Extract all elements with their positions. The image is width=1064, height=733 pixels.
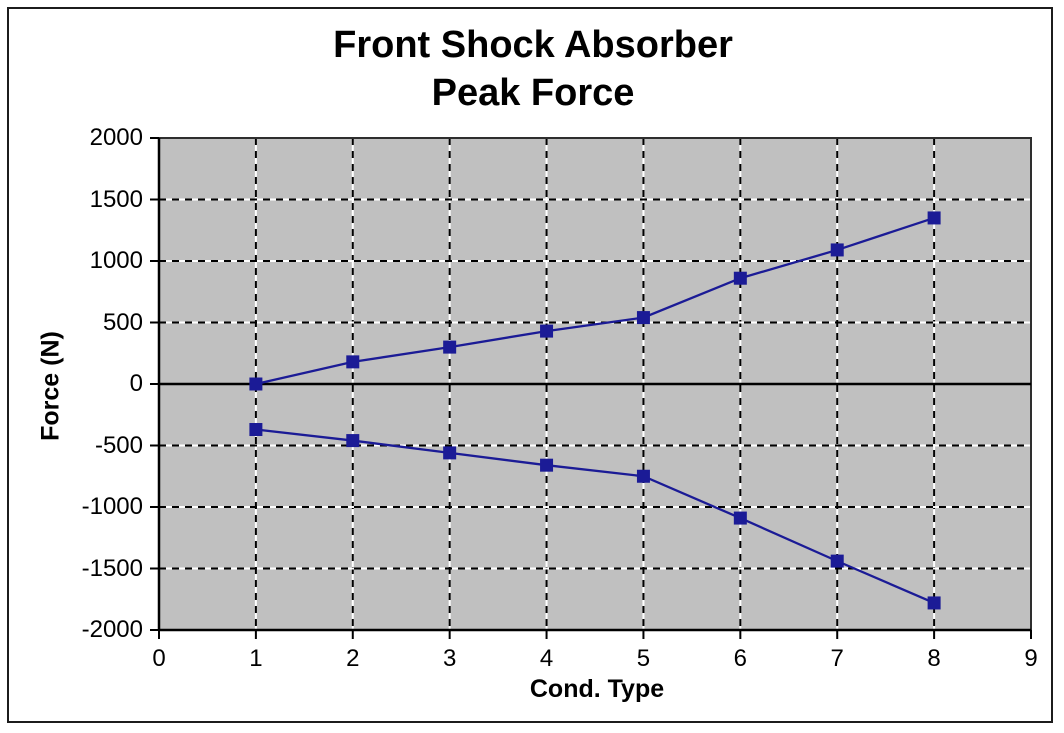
- x-tick-label: 8: [927, 645, 941, 672]
- x-tick-label: 4: [539, 645, 554, 672]
- x-tick-label: 0: [152, 645, 166, 672]
- series-1-upper-marker: [830, 243, 844, 257]
- series-1-upper-marker: [540, 324, 554, 338]
- series-1-upper-marker: [733, 271, 747, 285]
- series-2-lower-line: [255, 428, 935, 604]
- series-1-upper-marker: [249, 377, 263, 391]
- chart-title: Front Shock Absorber Peak Force: [1, 21, 1064, 117]
- y-tick-label: -500: [94, 431, 143, 459]
- x-tick-label: 5: [636, 645, 651, 672]
- y-tick-label: -2000: [81, 616, 143, 643]
- series-1-upper-marker: [346, 355, 360, 369]
- series-2-lower-marker: [636, 469, 650, 483]
- y-tick-label: -1500: [81, 554, 143, 582]
- x-tick-label: 6: [733, 645, 747, 672]
- y-tick-label: 1000: [89, 247, 143, 274]
- series-2-lower-marker: [927, 596, 941, 610]
- y-tick-label: 0: [129, 370, 143, 397]
- y-tick-label: 1500: [89, 185, 143, 213]
- series-2-lower-marker: [733, 511, 747, 525]
- series-2-lower-marker: [249, 423, 263, 437]
- series-2-lower-marker: [443, 446, 457, 460]
- series-2-lower-marker: [830, 554, 844, 568]
- chart-title-line2: Peak Force: [431, 72, 635, 114]
- y-tick-label: 2000: [89, 124, 143, 151]
- series-1-upper-line: [255, 216, 935, 386]
- series-1-upper-marker: [636, 311, 650, 325]
- x-tick-label: 2: [346, 645, 360, 672]
- y-tick-label: 500: [102, 308, 143, 336]
- x-tick-label: 1: [249, 645, 263, 672]
- chart-outer-frame: [7, 7, 1053, 723]
- x-tick-label: 7: [830, 645, 844, 672]
- x-tick-label: 3: [442, 645, 457, 672]
- y-tick-label: -1000: [81, 493, 143, 520]
- chart-title-line1: Front Shock Absorber: [333, 24, 733, 66]
- x-tick-label: 9: [1024, 645, 1038, 672]
- series-1-upper-marker: [927, 211, 941, 225]
- series-1-upper-marker: [443, 340, 457, 354]
- series-2-lower-marker: [346, 434, 360, 448]
- x-axis-title: Cond. Type: [529, 675, 665, 703]
- series-2-lower-marker: [540, 458, 554, 472]
